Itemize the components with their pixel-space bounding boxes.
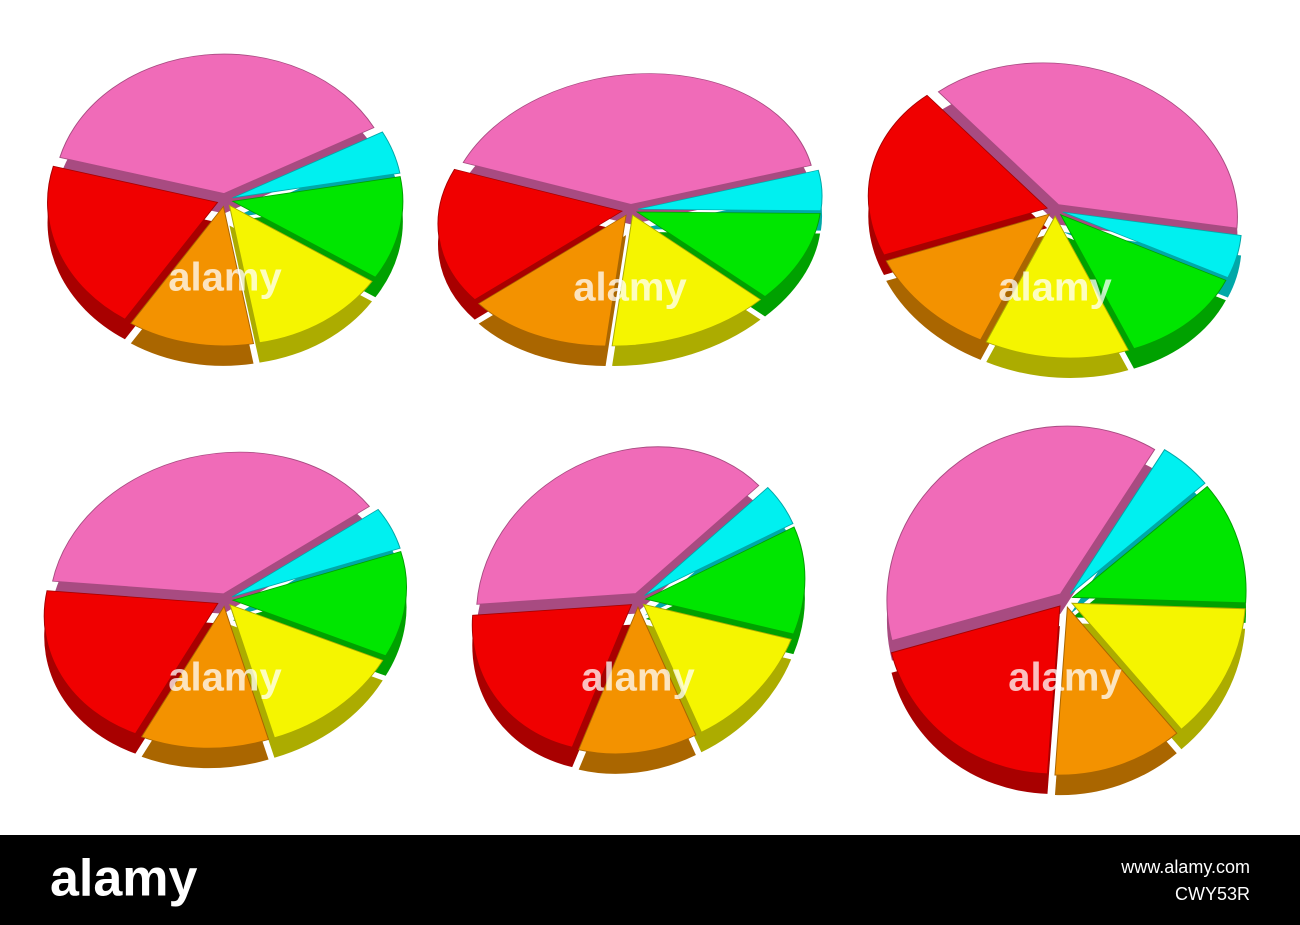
slice xyxy=(867,94,1049,256)
slice xyxy=(937,62,1238,229)
pie-chart: alamy xyxy=(867,62,1242,379)
slice xyxy=(644,526,806,635)
slice xyxy=(1054,605,1178,776)
slice xyxy=(437,168,624,301)
pie-chart: alamy xyxy=(43,451,408,769)
slice xyxy=(985,215,1130,359)
pie-top xyxy=(43,451,408,749)
slice xyxy=(885,213,1051,341)
slice xyxy=(477,214,627,347)
slice xyxy=(476,446,760,605)
pie-top xyxy=(471,446,806,755)
slice xyxy=(642,603,792,733)
slice xyxy=(43,590,219,735)
slice xyxy=(229,603,384,739)
watermark: alamy xyxy=(168,256,282,300)
slice xyxy=(890,605,1061,775)
slice xyxy=(232,131,401,199)
slice xyxy=(52,451,371,595)
watermark: alamy xyxy=(998,266,1112,310)
slice xyxy=(611,214,762,347)
slice xyxy=(462,73,812,205)
slice xyxy=(231,176,404,278)
footer-url: www.alamy.com xyxy=(1120,857,1250,877)
slice xyxy=(1070,602,1246,730)
pie-top xyxy=(867,62,1242,359)
watermark: alamy xyxy=(1008,656,1122,700)
pie-chart: alamy xyxy=(47,53,404,366)
slice xyxy=(47,165,219,320)
slice xyxy=(886,425,1156,642)
slice xyxy=(130,205,255,347)
footer-id: CWY53R xyxy=(1175,884,1250,904)
slice xyxy=(1059,213,1227,350)
watermark: alamy xyxy=(581,656,695,700)
pie-top xyxy=(47,53,404,347)
footer-bar xyxy=(0,835,1300,925)
slice xyxy=(637,169,823,212)
footer-logo: alamy xyxy=(50,850,198,908)
slice xyxy=(1071,485,1247,604)
slice xyxy=(1062,211,1242,279)
pie-chart: alamy xyxy=(886,425,1247,795)
pies: alamy alamy alamy alamy alamy alamy xyxy=(43,53,1247,795)
slice xyxy=(471,604,633,748)
slice xyxy=(635,211,821,297)
slice xyxy=(228,204,373,344)
pie-chart: alamy xyxy=(471,446,806,774)
pie-top xyxy=(437,73,823,347)
slice xyxy=(644,486,794,596)
pie-chart: alamy xyxy=(437,73,823,366)
slice xyxy=(231,551,408,657)
slice xyxy=(231,508,401,598)
watermark: alamy xyxy=(168,656,282,700)
slice xyxy=(59,53,375,194)
slice xyxy=(140,605,270,749)
pie-top xyxy=(886,425,1247,776)
slice xyxy=(1069,449,1206,595)
watermark: alamy xyxy=(573,266,687,310)
slice xyxy=(578,605,697,755)
